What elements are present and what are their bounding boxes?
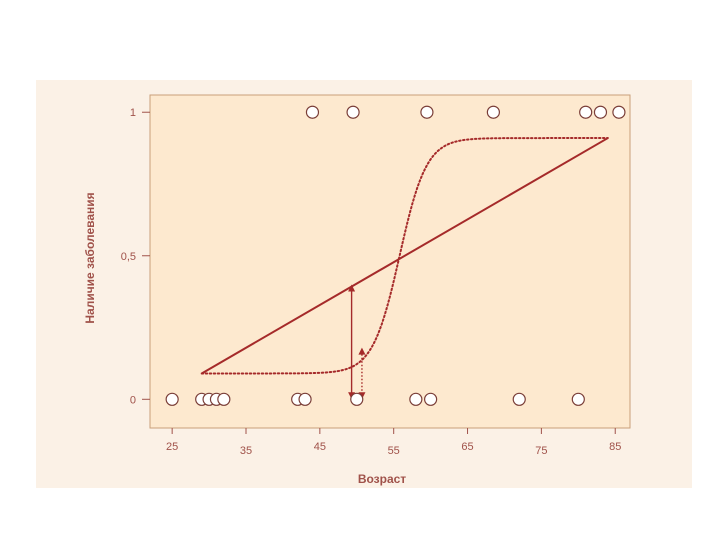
data-point-absent-4 <box>217 392 231 406</box>
data-point-absent-7 <box>350 392 364 406</box>
y-tick-label-0: 0 <box>130 394 136 406</box>
data-point-present-5 <box>593 105 608 119</box>
data-point-absent-0 <box>165 392 179 406</box>
data-point-present-1 <box>346 105 360 119</box>
points-layer <box>165 105 626 406</box>
x-tick-label-35: 35 <box>240 445 252 457</box>
logistic-vs-linear-chart: 25 35 45 55 65 75 85 0 0,5 1 Возраст Наличие забо… <box>83 94 631 486</box>
data-point-present-4 <box>579 105 593 119</box>
ticks-layer: 25 35 45 55 65 75 85 0 0,5 1 <box>121 107 622 457</box>
data-point-present-6 <box>612 105 626 119</box>
chart-figure: 25 35 45 55 65 75 85 0 0,5 1 Возраст Наличие забо… <box>36 80 692 488</box>
data-point-absent-9 <box>424 392 438 406</box>
x-axis-title: Возраст <box>358 472 406 486</box>
x-tick-label-25: 25 <box>166 441 178 453</box>
y-axis-title: Наличие заболевания <box>83 192 97 323</box>
y-tick-label-2: 1 <box>130 107 136 119</box>
x-tick-label-55: 55 <box>388 445 400 457</box>
x-tick-label-75: 75 <box>535 445 547 457</box>
data-point-absent-8 <box>409 392 423 406</box>
data-point-absent-6 <box>298 392 312 406</box>
plot-panel <box>149 94 631 429</box>
data-point-absent-10 <box>512 392 526 406</box>
data-point-present-3 <box>486 105 500 119</box>
x-tick-label-85: 85 <box>609 441 621 453</box>
x-tick-label-65: 65 <box>461 441 473 453</box>
data-point-present-2 <box>420 105 434 119</box>
linear-fit-line <box>201 137 609 375</box>
data-point-present-0 <box>305 105 320 119</box>
logistic-fit-curve <box>200 137 609 375</box>
x-tick-label-45: 45 <box>314 441 326 453</box>
data-point-absent-11 <box>571 392 585 406</box>
y-tick-label-1: 0,5 <box>121 251 136 263</box>
